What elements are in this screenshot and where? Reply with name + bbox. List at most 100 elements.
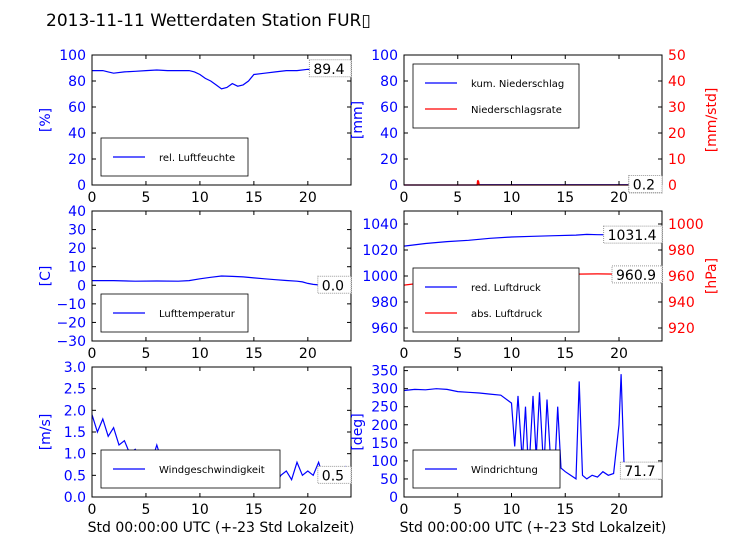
y-right-tick-label: 30	[668, 100, 686, 116]
y-tick-label: 0.5	[64, 468, 86, 484]
panel-wind-direction: 0 5 10 15 20050100150200250300350[deg]71.7Wi…	[350, 364, 663, 518]
y-right-tick-label: 960	[668, 269, 695, 285]
current-value-label: 1031.4	[608, 228, 657, 244]
x-tick-label: 20	[299, 502, 317, 518]
x-tick-label: 5	[141, 502, 150, 518]
x-tick-label: 0	[88, 346, 97, 362]
current-value-label: 71.7	[624, 464, 655, 480]
current-value-box	[317, 465, 352, 484]
y-tick-label: 150	[371, 436, 398, 452]
legend-label: Windgeschwindigkeit	[159, 465, 265, 476]
y-right-tick-label: 940	[668, 295, 695, 311]
plot-frame-humidity	[91, 54, 352, 186]
panel-precipitation: 0 5 10 15 20 0 20 40 60 80 100 0 10 20 30 40 50 [mm] [mm/s…	[350, 48, 720, 206]
y-tick-label: 80	[68, 74, 86, 90]
y-tick-label: 20	[380, 152, 398, 168]
x-tick-label: 5	[141, 346, 150, 362]
y-tick-label: 960	[371, 321, 398, 337]
x-tick-label: 20	[610, 346, 628, 362]
y-right-tick-label: 0	[668, 178, 677, 194]
y-right-axis-label: [hPa]	[704, 258, 720, 294]
x-tick-label: 0	[400, 502, 409, 518]
x-tick-label: 5	[453, 190, 462, 206]
x-tick-label: 10	[191, 346, 209, 362]
current-value-label: 89.4	[313, 62, 344, 78]
series-line-temperature-0	[92, 275, 351, 286]
y-tick-label: 0	[77, 278, 86, 294]
y-tick-label: 40	[68, 126, 86, 142]
y-tick-label: 50	[380, 472, 398, 488]
x-tick-label: 20	[299, 346, 317, 362]
current-value-box	[619, 461, 663, 480]
legend-box	[412, 63, 580, 129]
x-axis-label-left: Std 00:00:00 UTC (+-23 Std Lokalzeit)	[88, 520, 355, 536]
y-right-tick-label: 10	[668, 152, 686, 168]
y-tick-label: 100	[371, 454, 398, 470]
y-right-tick-label: 920	[668, 321, 695, 337]
y-tick-label: 1020	[362, 243, 398, 259]
panel-temperature: 0 5 10 15 20 −30 −20 −10 0 10 20 30 40 [C] 0.0 Lufttemp…	[38, 204, 352, 362]
x-tick-label: 10	[503, 346, 521, 362]
y-tick-label: 2.0	[64, 403, 86, 419]
y-tick-label: 250	[371, 400, 398, 416]
legend-label: abs. Luftdruck	[471, 309, 542, 320]
y-tick-label: −30	[56, 334, 86, 350]
current-value-label: 0.0	[322, 278, 344, 294]
y-tick-label: 100	[59, 48, 86, 64]
y-tick-label: 2.5	[64, 382, 86, 398]
x-tick-label: 10	[191, 502, 209, 518]
y-tick-label: 20	[68, 241, 86, 257]
y-tick-label: 1000	[362, 269, 398, 285]
y-axis-label: [mm]	[350, 101, 366, 139]
figure-title: 2013-11-11 Wetterdaten Station FUR▯	[46, 11, 371, 31]
y-tick-label: 300	[371, 382, 398, 398]
y-axis-label: [deg]	[350, 413, 366, 450]
x-axis-label-right: Std 00:00:00 UTC (+-23 Std Lokalzeit)	[400, 520, 667, 536]
x-tick-label: 10	[503, 190, 521, 206]
y-tick-label: 60	[380, 100, 398, 116]
y-tick-label: 0	[389, 490, 398, 506]
y-tick-label: 60	[68, 100, 86, 116]
x-tick-label: 15	[245, 190, 263, 206]
current-value-box	[603, 225, 663, 244]
legend-label: Windrichtung	[471, 465, 538, 476]
x-tick-label: 0	[400, 190, 409, 206]
legend-label: Lufttemperatur	[159, 309, 236, 320]
x-tick-label: 10	[191, 190, 209, 206]
y-tick-label: 1.0	[64, 447, 86, 463]
y-tick-label: 0.0	[64, 490, 86, 506]
panel-wind-speed: 0 5 10 15 20 0.0 0.5 1.0 1.5 2.0 2.5 3.0 [m/s] 0.5 Win…	[38, 360, 352, 518]
x-tick-label: 0	[88, 502, 97, 518]
y-tick-label: 980	[371, 295, 398, 311]
x-tick-label: 15	[245, 502, 263, 518]
y-right-tick-label: 980	[668, 243, 695, 259]
x-tick-label: 0	[88, 190, 97, 206]
current-value-label: 0.5	[322, 468, 344, 484]
y-right-tick-label: 1000	[668, 217, 704, 233]
legend-box	[412, 267, 580, 333]
x-tick-label: 5	[453, 502, 462, 518]
y-tick-label: 100	[371, 48, 398, 64]
y-tick-label: −10	[56, 297, 86, 313]
series-line-humidity-0	[92, 68, 351, 90]
x-tick-label: 20	[610, 190, 628, 206]
x-tick-label: 10	[503, 502, 521, 518]
panel-pressure: 0 5 10 15 20 960 980 1000 1020 1040 920 940 960 980 10…	[362, 210, 720, 362]
panel-humidity: 0 5 10 15 20 0 20 40 60 80 100 [%] 89.4 rel. Luftfeuc…	[38, 48, 352, 206]
current-value-box	[308, 59, 352, 78]
x-tick-label: 20	[299, 190, 317, 206]
x-tick-label: 15	[245, 346, 263, 362]
y-axis-label: [m/s]	[38, 414, 54, 451]
legend-label: rel. Luftfeuchte	[159, 153, 235, 164]
y-tick-label: 1040	[362, 217, 398, 233]
y-tick-label: 10	[68, 260, 86, 276]
legend-label: red. Luftdruck	[471, 283, 541, 294]
x-tick-label: 5	[141, 190, 150, 206]
y-right-tick-label: 40	[668, 74, 686, 90]
y-right-tick-label: 50	[668, 48, 686, 64]
current-value-label-right: 960.9	[616, 268, 656, 284]
y-tick-label: −20	[56, 315, 86, 331]
y-tick-label: 200	[371, 418, 398, 434]
